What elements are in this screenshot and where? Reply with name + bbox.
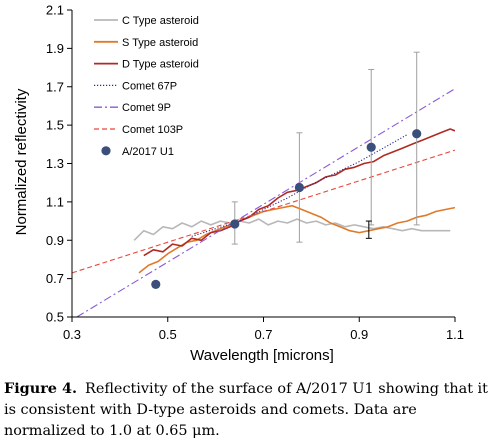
data-point-a-2017-u1 bbox=[366, 142, 376, 152]
y-tick-label: 0.5 bbox=[46, 310, 64, 325]
data-point-a-2017-u1 bbox=[230, 219, 240, 229]
figure-chart: 0.3 0.5 0.7 0.9 1.1 0.5 0.7 0.9 1.1 1.3 1.5 1.7 1.9 2… bbox=[13, 3, 464, 365]
y-tick-label: 1.9 bbox=[46, 41, 64, 56]
legend: C Type asteroid S Type asteroid D Type ast… bbox=[94, 15, 199, 158]
caption-label: Figure 4. bbox=[4, 380, 77, 397]
series-line-comet-9p bbox=[76, 88, 455, 317]
series-line-s-type-asteroid bbox=[138, 204, 455, 274]
series-line-comet-103p bbox=[72, 149, 455, 274]
y-tick-label: 1.7 bbox=[46, 79, 64, 94]
y-axis-label: Normalized reflectivity bbox=[13, 88, 30, 235]
y-tick-label: 0.7 bbox=[46, 271, 64, 286]
legend-label-s-type-asteroid: S Type asteroid bbox=[122, 37, 198, 49]
legend-label-a-2017-u1: A/2017 U1 bbox=[122, 146, 174, 158]
caption-text: Reflectivity of the surface of A/2017 U1… bbox=[4, 381, 488, 439]
x-axis-label: Wavelength [microns] bbox=[190, 347, 334, 364]
legend-label-comet-9p: Comet 9P bbox=[122, 102, 171, 114]
legend-label-comet-103p: Comet 103P bbox=[122, 124, 183, 136]
y-tick-label: 1.3 bbox=[46, 156, 64, 171]
y-tick-label: 1.1 bbox=[46, 194, 64, 209]
x-tick-label: 0.3 bbox=[63, 327, 81, 342]
y-tick-label: 2.1 bbox=[46, 3, 64, 18]
legend-label-c-type-asteroid: C Type asteroid bbox=[122, 15, 199, 27]
tick-labels: 0.3 0.5 0.7 0.9 1.1 0.5 0.7 0.9 1.1 1.3 1.5 1.7 1.9 2… bbox=[46, 3, 464, 343]
x-tick-label: 0.7 bbox=[254, 327, 272, 342]
y-tick-label: 0.9 bbox=[46, 233, 64, 248]
x-tick-label: 0.9 bbox=[350, 327, 368, 342]
axes-frame bbox=[67, 9, 456, 322]
x-tick-label: 1.1 bbox=[446, 327, 464, 342]
plot-lines bbox=[72, 88, 455, 317]
legend-label-d-type-asteroid: D Type asteroid bbox=[122, 59, 199, 71]
series-line-c-type-asteroid bbox=[133, 218, 451, 241]
figure-caption: Figure 4. Reflectivity of the surface of … bbox=[4, 378, 490, 442]
y-tick-label: 1.5 bbox=[46, 118, 64, 133]
x-tick-label: 0.5 bbox=[159, 327, 177, 342]
legend-marker-a-2017-u1 bbox=[101, 146, 111, 156]
legend-label-comet-67p: Comet 67P bbox=[122, 80, 177, 92]
data-point-a-2017-u1 bbox=[294, 182, 305, 193]
data-point-a-2017-u1 bbox=[412, 129, 422, 139]
plot-markers bbox=[151, 51, 422, 289]
data-point-a-2017-u1 bbox=[151, 279, 161, 289]
